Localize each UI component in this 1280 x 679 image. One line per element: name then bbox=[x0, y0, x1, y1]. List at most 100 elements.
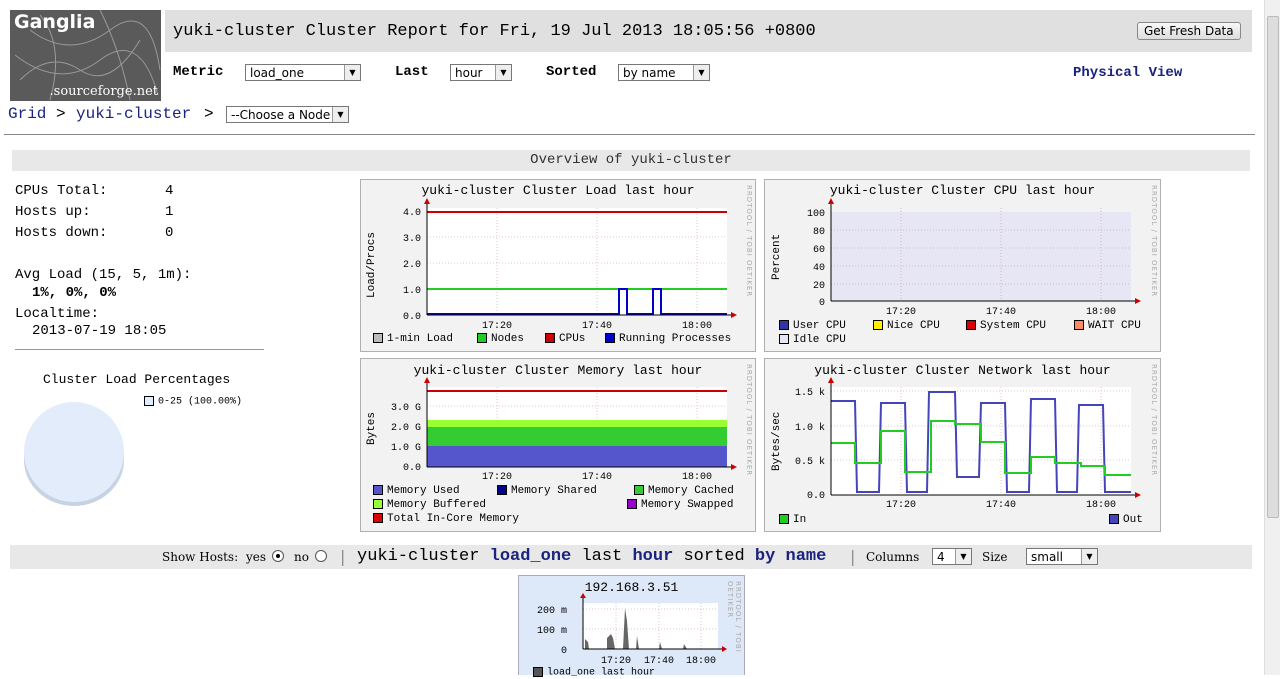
chevron-down-icon: ▼ bbox=[495, 65, 511, 80]
legend-text: System CPU bbox=[980, 320, 1047, 332]
avg-load-label: Avg Load (15, 5, 1m): bbox=[15, 267, 192, 283]
x-tick: 17:40 bbox=[582, 472, 612, 483]
page-scrollbar[interactable] bbox=[1264, 0, 1280, 675]
host-graph-legend: load_one last hour bbox=[533, 667, 655, 679]
legend-text: Memory Buffered bbox=[387, 499, 487, 511]
host-graph[interactable]: 192.168.3.51 RRDTOOL / TOBI OETIKER 200 … bbox=[518, 575, 745, 679]
legend-text: WAIT CPU bbox=[1088, 320, 1141, 332]
legend-swatch bbox=[373, 485, 383, 496]
rrdtool-credit: RRDTOOL / TOBI OETIKER bbox=[745, 185, 753, 298]
hosts-up-label: Hosts up: bbox=[15, 204, 91, 220]
metric-select[interactable]: load_one ▼ bbox=[245, 64, 361, 81]
scrollbar-thumb[interactable] bbox=[1267, 16, 1279, 518]
y-tick: 20 bbox=[813, 281, 825, 292]
localtime-value: 2013-07-19 18:05 bbox=[32, 323, 167, 339]
chevron-down-icon: ▼ bbox=[1081, 549, 1097, 564]
y-tick: 1.0 bbox=[403, 286, 421, 297]
y-tick: 2.0 G bbox=[391, 423, 421, 434]
radio-dot bbox=[276, 554, 280, 558]
cpus-total-label: CPUs Total: bbox=[15, 183, 108, 199]
y-axis-label: Load/Procs bbox=[366, 232, 378, 298]
host-options-bar: Show Hosts: yes no | yuki-cluster load_o… bbox=[10, 545, 1252, 569]
legend-swatch bbox=[533, 667, 543, 677]
localtime-label: Localtime: bbox=[15, 306, 100, 322]
y-tick: 60 bbox=[813, 245, 825, 256]
legend-item: System CPU bbox=[966, 320, 1046, 332]
sorted-label: Sorted bbox=[546, 64, 597, 80]
divider bbox=[4, 134, 1255, 135]
show-hosts-label: Show Hosts: bbox=[162, 550, 239, 564]
legend-text: Memory Shared bbox=[511, 485, 597, 497]
y-tick: 200 m bbox=[537, 606, 567, 617]
y-tick: 0.0 bbox=[807, 491, 825, 502]
cpus-total-value: 4 bbox=[165, 183, 174, 199]
legend-swatch bbox=[779, 320, 789, 331]
legend-text: 1-min Load bbox=[387, 333, 454, 345]
x-tick: 18:00 bbox=[1086, 307, 1116, 318]
rrdtool-credit: RRDTOOL / TOBI OETIKER bbox=[745, 364, 753, 477]
separator: | bbox=[850, 547, 856, 566]
legend-item: CPUs bbox=[545, 333, 585, 345]
legend-swatch bbox=[779, 514, 789, 525]
ganglia-logo[interactable]: Ganglia .sourceforge.net bbox=[10, 10, 161, 101]
legend-swatch bbox=[779, 334, 789, 345]
y-tick: 100 m bbox=[537, 626, 567, 637]
size-select[interactable]: small ▼ bbox=[1026, 548, 1098, 565]
legend-item: Memory Shared bbox=[497, 485, 597, 497]
sorted-select[interactable]: by name ▼ bbox=[618, 64, 710, 81]
breadcrumb-cluster-link[interactable]: yuki-cluster bbox=[76, 105, 192, 123]
memory-plot: Bytes 3.0 G 2.0 G 1.0 G 0.0 17:20 17:40 … bbox=[366, 377, 737, 483]
x-tick: 18:00 bbox=[1086, 500, 1116, 511]
hosts-up-value: 1 bbox=[165, 204, 174, 220]
y-tick: 0 bbox=[561, 646, 567, 657]
hosts-down-value: 0 bbox=[165, 225, 174, 241]
load-area bbox=[585, 608, 687, 649]
summary-cluster: yuki-cluster bbox=[357, 547, 480, 566]
y-tick: 2.0 bbox=[403, 260, 421, 271]
physical-view-link[interactable]: Physical View bbox=[1073, 65, 1183, 81]
legend-text: Memory Used bbox=[387, 485, 460, 497]
load-plot: Load/Procs 4.0 3.0 2.0 1.0 0.0 17:20 17:… bbox=[366, 198, 737, 332]
x-tick: 18:00 bbox=[682, 472, 712, 483]
columns-label: Columns bbox=[866, 550, 920, 564]
legend-item: Total In-Core Memory bbox=[373, 513, 519, 525]
rrdtool-credit: RRDTOOL / TOBI OETIKER bbox=[1150, 185, 1158, 298]
y-axis-label: Bytes/sec bbox=[771, 412, 783, 471]
cluster-memory-graph[interactable]: yuki-cluster Cluster Memory last hour RR… bbox=[360, 358, 756, 532]
chevron-down-icon: ▼ bbox=[332, 107, 348, 122]
legend-swatch bbox=[1109, 514, 1119, 525]
title-bar: yuki-cluster Cluster Report for Fri, 19 … bbox=[165, 10, 1252, 52]
x-tick: 17:20 bbox=[886, 500, 916, 511]
cluster-network-graph[interactable]: yuki-cluster Cluster Network last hour R… bbox=[764, 358, 1161, 532]
size-label: Size bbox=[982, 550, 1008, 564]
legend-text: User CPU bbox=[793, 320, 846, 332]
graph-title: yuki-cluster Cluster Load last hour bbox=[421, 183, 695, 198]
node-select-value: --Choose a Node bbox=[231, 108, 331, 122]
in-line bbox=[831, 420, 1131, 476]
summary-sorted: sorted bbox=[683, 547, 745, 566]
divider bbox=[15, 349, 264, 350]
legend-text: CPUs bbox=[559, 333, 586, 345]
columns-select[interactable]: 4 ▼ bbox=[932, 548, 972, 565]
chevron-down-icon: ▼ bbox=[693, 65, 709, 80]
y-tick: 1.5 k bbox=[795, 387, 825, 399]
node-select[interactable]: --Choose a Node ▼ bbox=[226, 106, 349, 123]
y-axis-label: Bytes bbox=[366, 412, 378, 445]
logo-name: Ganglia bbox=[14, 11, 96, 33]
show-hosts-yes-radio[interactable] bbox=[272, 550, 284, 562]
get-fresh-data-button[interactable]: Get Fresh Data bbox=[1137, 22, 1241, 40]
legend-item: 1-min Load bbox=[373, 333, 453, 345]
legend-item: WAIT CPU bbox=[1074, 320, 1141, 332]
legend-swatch bbox=[966, 320, 976, 331]
y-tick: 0.0 bbox=[403, 312, 421, 323]
cluster-cpu-graph[interactable]: yuki-cluster Cluster CPU last hour RRDTO… bbox=[764, 179, 1161, 352]
last-select[interactable]: hour ▼ bbox=[450, 64, 512, 81]
y-axis-label: Percent bbox=[771, 234, 783, 280]
show-hosts-yes-label: yes bbox=[246, 550, 267, 564]
cluster-load-graph[interactable]: yuki-cluster Cluster Load last hour RRDT… bbox=[360, 179, 756, 352]
breadcrumb-grid-link[interactable]: Grid bbox=[8, 105, 47, 123]
y-tick: 100 bbox=[807, 209, 825, 220]
show-hosts-no-radio[interactable] bbox=[315, 550, 327, 562]
show-hosts-no-label: no bbox=[294, 550, 309, 564]
x-tick: 17:40 bbox=[582, 321, 612, 332]
